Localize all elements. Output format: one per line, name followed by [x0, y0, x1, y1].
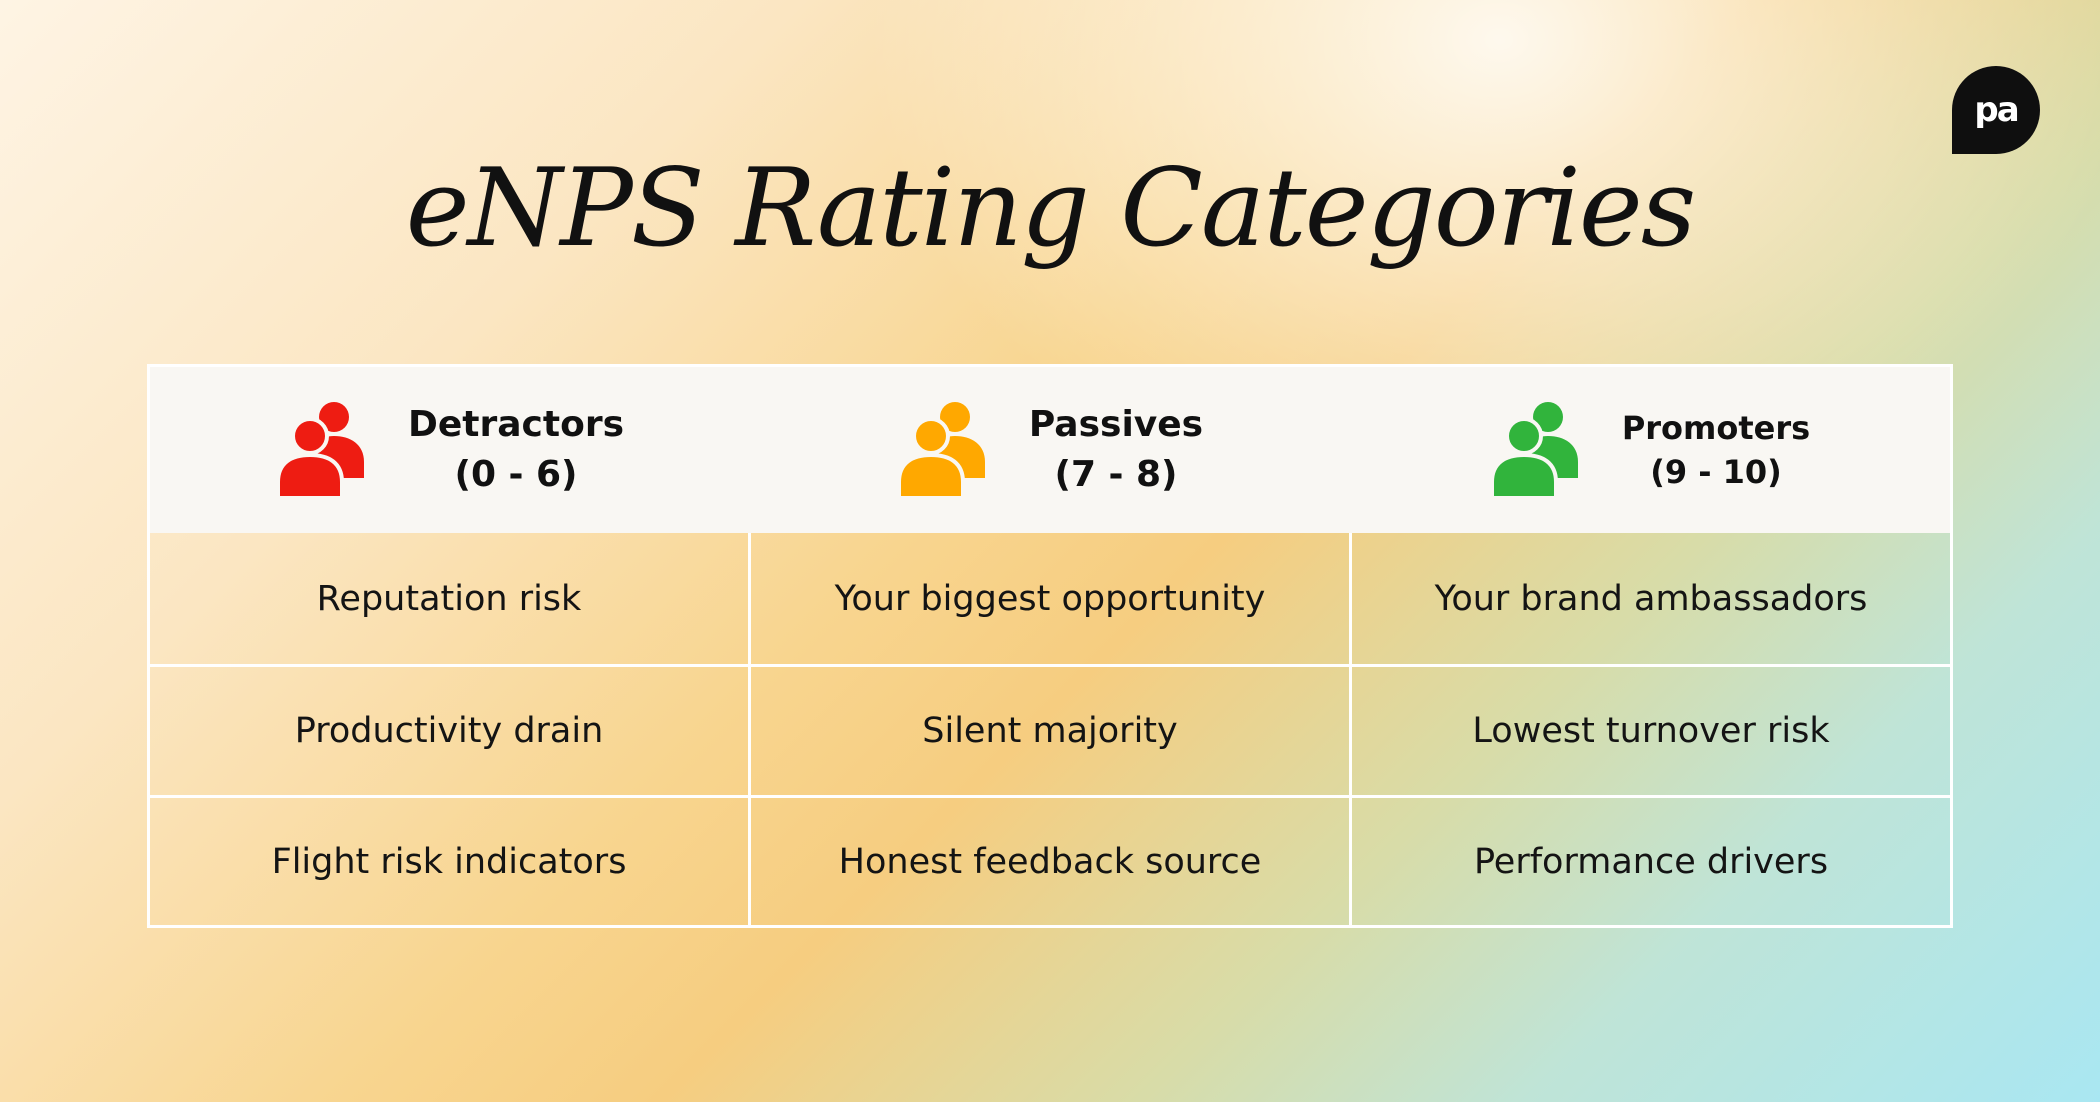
- table-row: Flight risk indicators Honest feedback s…: [150, 795, 1950, 926]
- header-promoters: Promoters (9 - 10): [1350, 367, 1950, 533]
- table-header-row: Detractors (0 - 6) Passives (7 - 8): [150, 367, 1950, 533]
- brand-logo: pa: [1952, 66, 2040, 154]
- table-cell: Flight risk indicators: [271, 842, 627, 882]
- category-name: Passives: [1028, 404, 1204, 445]
- brand-logo-text: pa: [1974, 90, 2019, 130]
- header-passives: Passives (7 - 8): [750, 367, 1350, 533]
- people-icon: [1489, 402, 1578, 500]
- table-cell: Productivity drain: [294, 711, 604, 751]
- table-body: Reputation risk Your biggest opportunity…: [150, 533, 1950, 926]
- table-cell: Lowest turnover risk: [1349, 667, 1950, 795]
- table-cell: Honest feedback source: [748, 798, 1349, 926]
- categories-table: Detractors (0 - 6) Passives (7 - 8): [147, 364, 1953, 928]
- table-cell: Your biggest opportunity: [748, 533, 1349, 664]
- category-name: Promoters: [1621, 409, 1811, 447]
- table-row: Reputation risk Your biggest opportunity…: [150, 533, 1950, 664]
- category-range: (9 - 10): [1650, 453, 1782, 491]
- table-cell: Reputation risk: [316, 578, 582, 619]
- category-range: (7 - 8): [1054, 454, 1178, 495]
- people-icon: [275, 402, 364, 500]
- table-cell: Silent majority: [748, 667, 1349, 795]
- table-cell: Performance drivers: [1349, 798, 1950, 926]
- table-cell: Your brand ambassadors: [1349, 533, 1950, 664]
- page-title: eNPS Rating Categories: [405, 146, 1697, 271]
- table-row: Productivity drain Silent majority Lowes…: [150, 664, 1950, 795]
- category-name: Detractors: [407, 404, 625, 445]
- header-detractors: Detractors (0 - 6): [150, 367, 750, 533]
- people-icon: [896, 402, 985, 500]
- category-range: (0 - 6): [454, 454, 578, 495]
